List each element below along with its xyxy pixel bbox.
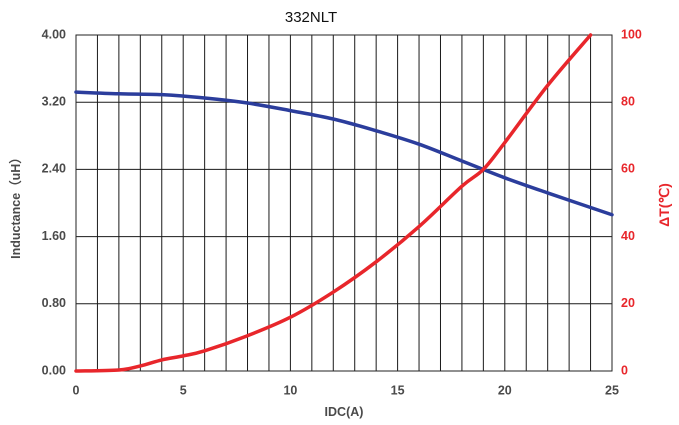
x-tick-label: 0 <box>73 383 80 397</box>
y-right-tick-label: 20 <box>621 296 635 310</box>
y-left-tick-label: 1.60 <box>42 229 66 243</box>
y-right-tick-label: 40 <box>621 229 635 243</box>
x-tick-label: 15 <box>391 383 405 397</box>
grid-lines <box>76 35 612 371</box>
x-tick-label: 10 <box>283 383 297 397</box>
plot-background <box>76 35 612 371</box>
y-left-tick-label: 2.40 <box>42 162 66 176</box>
plot-frame <box>75 34 613 372</box>
y-left-tick-label: 0.00 <box>42 363 66 377</box>
x-tick-label: 25 <box>605 383 619 397</box>
series-line-inductance <box>74 90 614 217</box>
y-left-tick-label: 0.80 <box>42 296 66 310</box>
series-layer <box>74 33 614 373</box>
y-right-tick-label: 60 <box>621 162 635 176</box>
x-tick-label: 5 <box>180 383 187 397</box>
chart-title: 332NLT <box>285 9 337 26</box>
tick-labels: 0.00 0.80 1.60 2.40 3.20 4.00 0 20 40 60 80 100 0 5 10… <box>42 27 642 397</box>
y-right-tick-label: 100 <box>621 27 642 41</box>
y-right-tick-label: 80 <box>621 94 635 108</box>
y-axis-right-label: ΔT(℃) <box>656 183 672 227</box>
x-tick-label: 20 <box>498 383 512 397</box>
y-left-tick-label: 4.00 <box>42 27 66 41</box>
y-right-tick-label: 0 <box>621 363 628 377</box>
x-axis-label: IDC(A) <box>325 405 364 419</box>
y-left-tick-label: 3.20 <box>42 94 66 108</box>
series-line-temperature-rise <box>74 33 593 373</box>
y-axis-left-label: Inductance（uH） <box>8 151 23 259</box>
